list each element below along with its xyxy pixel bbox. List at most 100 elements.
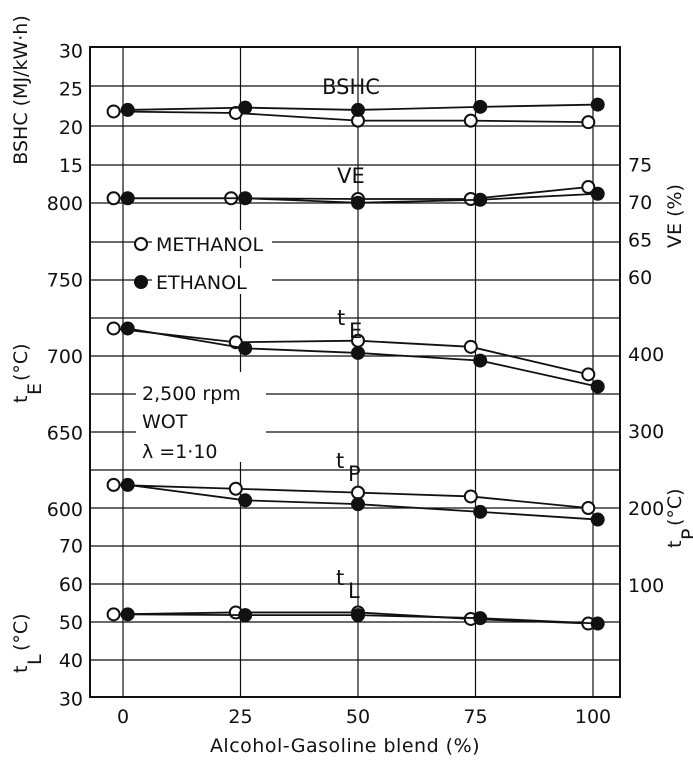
y-tick-label-ve: 60	[628, 267, 652, 289]
data-point-tP-ethanol	[473, 504, 488, 519]
condition-wot: WOT	[142, 411, 188, 433]
y-tick-label-tL: 50	[59, 612, 83, 634]
data-point-tP-ethanol	[590, 512, 605, 527]
series-line-bshc-methanol	[113, 110, 589, 124]
svg-text:t: t	[10, 666, 32, 673]
data-point-bshc-ethanol	[473, 99, 488, 114]
y-tick-label-tP: 300	[628, 421, 664, 443]
y-tick-label-bshc: 20	[59, 117, 83, 139]
data-point-bshc-methanol	[581, 115, 596, 130]
legend: METHANOL ETHANOL	[134, 230, 272, 294]
tick-labels: 0 25 50 75 100 15 20 25 30 60 65 70 75 600 650 700 750 80…	[47, 40, 665, 728]
data-point-tE-ethanol	[590, 379, 605, 394]
axis-label-tl: t L (°C)	[10, 613, 46, 673]
data-point-bshc-methanol	[106, 104, 121, 119]
y-tick-label-tE: 650	[47, 423, 83, 445]
axis-label-bshc: BSHC (MJ/kW·h)	[10, 15, 32, 164]
panel-label-te: t E	[337, 306, 362, 343]
y-tick-label-tL: 30	[59, 688, 83, 710]
data-point-tE-methanol	[463, 339, 478, 354]
legend-label-methanol: METHANOL	[156, 234, 263, 256]
y-tick-label-tL: 70	[59, 536, 83, 558]
condition-rpm: 2,500 rpm	[142, 383, 241, 405]
x-axis-label: Alcohol-Gasoline blend (%)	[210, 735, 480, 757]
test-conditions: 2,500 rpm WOT λ =1·10	[136, 372, 266, 463]
svg-text:P: P	[678, 529, 693, 540]
data-point-bshc-ethanol	[238, 100, 253, 115]
y-tick-label-tP: 100	[628, 575, 664, 597]
svg-text:t: t	[336, 449, 344, 473]
y-tick-label-tE: 600	[47, 499, 83, 521]
data-point-ve-ethanol	[590, 186, 605, 201]
y-tick-label-tP: 200	[628, 498, 664, 520]
svg-text:(°C): (°C)	[10, 613, 32, 651]
data-point-bshc-ethanol	[120, 102, 135, 117]
y-tick-label-tL: 60	[59, 574, 83, 596]
svg-text:t: t	[336, 566, 344, 590]
legend-marker-methanol	[134, 237, 148, 251]
data-point-bshc-ethanol	[590, 97, 605, 112]
y-tick-label-tE: 800	[47, 193, 83, 215]
condition-lambda: λ =1·10	[142, 441, 218, 463]
panel-label-bshc: BSHC	[322, 75, 380, 99]
y-tick-label-bshc: 30	[59, 40, 83, 62]
data-point-tL-ethanol	[120, 607, 135, 622]
x-tick-label: 50	[346, 706, 370, 728]
data-point-tE-ethanol	[238, 341, 253, 356]
panel-label-ve: VE	[337, 164, 365, 188]
data-point-ve-ethanol	[351, 195, 365, 210]
y-tick-label-bshc: 15	[59, 155, 83, 177]
svg-text:t: t	[337, 306, 345, 330]
data-point-tP-methanol	[228, 481, 243, 496]
svg-text:(°C): (°C)	[664, 488, 686, 526]
panel-label-tl: t L	[336, 566, 360, 603]
data-point-tP-methanol	[106, 477, 121, 492]
svg-text:t: t	[664, 541, 686, 548]
y-tick-label-tP: 400	[628, 344, 664, 366]
data-point-tE-ethanol	[473, 353, 488, 368]
data-point-tE-methanol	[228, 335, 243, 350]
legend-label-ethanol: ETHANOL	[156, 272, 247, 294]
data-point-tP-methanol	[581, 501, 596, 515]
svg-text:t: t	[10, 396, 32, 403]
data-point-tL-ethanol	[473, 611, 488, 626]
svg-text:L: L	[24, 654, 46, 665]
data-point-tL-ethanol	[590, 616, 605, 631]
data-point-ve-methanol	[106, 191, 121, 206]
svg-text:(°C): (°C)	[10, 343, 32, 381]
data-point-ve-ethanol	[238, 191, 253, 206]
data-point-tL-methanol	[106, 607, 121, 622]
data-point-tP-methanol	[463, 489, 478, 504]
y-tick-label-tE: 750	[47, 270, 83, 292]
data-point-tE-methanol	[581, 367, 596, 382]
y-tick-label-tL: 40	[59, 650, 83, 672]
svg-text:L: L	[348, 579, 360, 603]
data-point-tL-ethanol	[351, 608, 365, 623]
y-tick-label-ve: 70	[628, 192, 652, 214]
axis-label-te: t E (°C)	[10, 343, 46, 403]
y-tick-label-ve: 75	[628, 155, 652, 177]
data-point-tE-ethanol	[351, 345, 365, 360]
data-point-ve-ethanol	[120, 191, 135, 206]
x-tick-label: 25	[228, 706, 252, 728]
data-point-tL-ethanol	[238, 608, 253, 623]
x-tick-label: 100	[575, 706, 611, 728]
data-point-tE-ethanol	[120, 321, 135, 336]
panel-label-tp: t P	[336, 449, 361, 486]
data-point-tP-ethanol	[238, 493, 253, 508]
y-tick-label-bshc: 25	[59, 79, 83, 101]
legend-marker-ethanol	[134, 275, 148, 289]
data-point-tP-ethanol	[351, 497, 365, 512]
data-point-tE-methanol	[106, 321, 121, 336]
svg-text:E: E	[349, 319, 362, 343]
data-point-tP-ethanol	[120, 477, 135, 492]
data-point-bshc-methanol	[463, 113, 478, 128]
y-tick-label-tE: 700	[47, 346, 83, 368]
axis-label-tp: t P (°C)	[664, 488, 693, 548]
data-point-tP-methanol	[351, 485, 365, 500]
x-tick-label: 75	[463, 706, 487, 728]
axis-label-ve: VE (%)	[664, 184, 686, 248]
data-point-ve-methanol	[581, 180, 596, 194]
data-point-ve-ethanol	[473, 192, 488, 207]
